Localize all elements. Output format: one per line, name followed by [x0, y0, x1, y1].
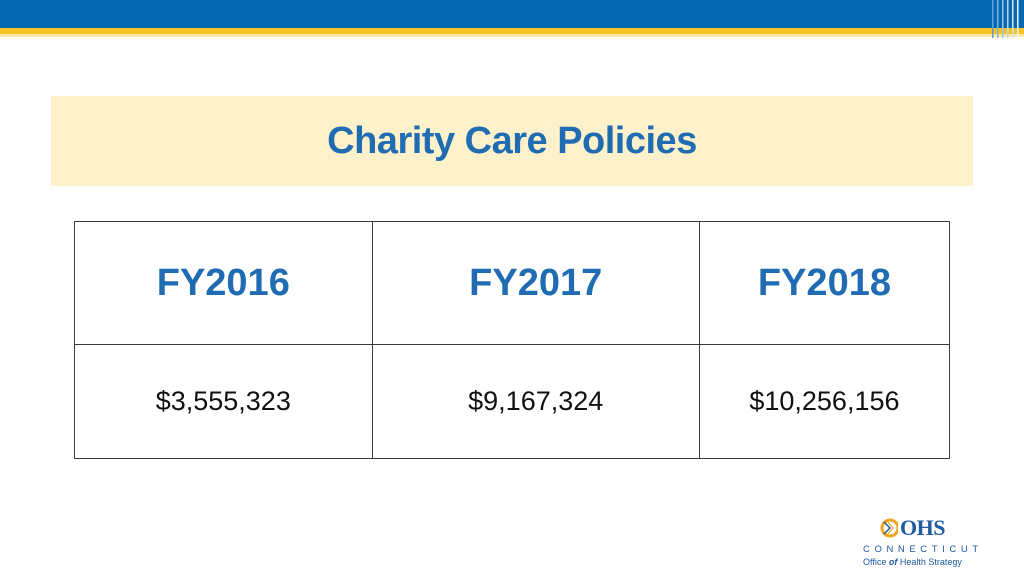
ohs-logo: OHS CONNECTICUT Office of Health Strateg… [860, 515, 985, 571]
header-light-stripe [0, 34, 1024, 37]
logo-state: CONNECTICUT [863, 544, 983, 555]
slide-title: Charity Care Policies [327, 119, 697, 162]
table-cell-fy2016: $3,555,323 [74, 344, 373, 459]
column-header-fy2018: FY2018 [698, 221, 951, 345]
logo-org-prefix: Office [863, 557, 887, 567]
logo-mark: OHS [880, 515, 945, 541]
table-cell-fy2018: $10,256,156 [698, 344, 951, 459]
header-gold-stripe [0, 28, 1024, 34]
column-header-fy2017: FY2017 [371, 221, 700, 345]
table-row: $3,555,323 $9,167,324 $10,256,156 [74, 344, 951, 459]
logo-name: OHS [900, 515, 945, 540]
logo-org: Office of Health Strategy [863, 557, 962, 567]
table-header-row: FY2016 FY2017 FY2018 [74, 221, 951, 345]
charity-care-table: FY2016 FY2017 FY2018 $3,555,323 $9,167,3… [74, 221, 951, 459]
column-header-fy2016: FY2016 [74, 221, 373, 345]
logo-org-of: of [888, 557, 898, 567]
header-band [0, 0, 1024, 28]
logo-emblem-icon [880, 518, 898, 538]
decorative-lines [992, 0, 1019, 38]
title-box: Charity Care Policies [51, 96, 973, 186]
table-cell-fy2017: $9,167,324 [371, 344, 700, 459]
logo-org-suffix: Health Strategy [899, 557, 962, 567]
